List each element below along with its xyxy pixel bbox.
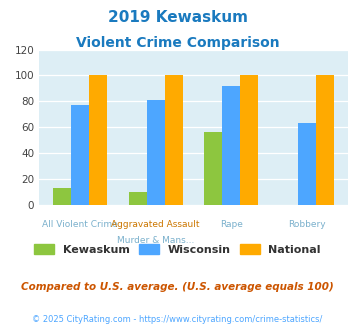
Bar bbox=[53, 188, 71, 205]
Text: Rape: Rape bbox=[220, 220, 243, 229]
Legend: Kewaskum, Wisconsin, National: Kewaskum, Wisconsin, National bbox=[30, 240, 325, 259]
Text: Aggravated Assault: Aggravated Assault bbox=[111, 220, 200, 229]
Text: 2019 Kewaskum: 2019 Kewaskum bbox=[108, 10, 247, 25]
Bar bbox=[165, 75, 183, 205]
Bar bbox=[129, 192, 147, 205]
Text: Violent Crime Comparison: Violent Crime Comparison bbox=[76, 36, 279, 50]
Bar bbox=[297, 123, 316, 205]
Bar bbox=[222, 86, 240, 205]
Text: Compared to U.S. average. (U.S. average equals 100): Compared to U.S. average. (U.S. average … bbox=[21, 282, 334, 292]
Text: All Violent Crime: All Violent Crime bbox=[42, 220, 118, 229]
Bar bbox=[147, 100, 165, 205]
Text: Murder & Mans...: Murder & Mans... bbox=[117, 236, 195, 245]
Text: Robbery: Robbery bbox=[288, 220, 326, 229]
Bar bbox=[89, 75, 108, 205]
Bar bbox=[240, 75, 258, 205]
Bar bbox=[71, 105, 89, 205]
Text: © 2025 CityRating.com - https://www.cityrating.com/crime-statistics/: © 2025 CityRating.com - https://www.city… bbox=[32, 315, 323, 324]
Bar bbox=[316, 75, 334, 205]
Bar bbox=[204, 132, 222, 205]
